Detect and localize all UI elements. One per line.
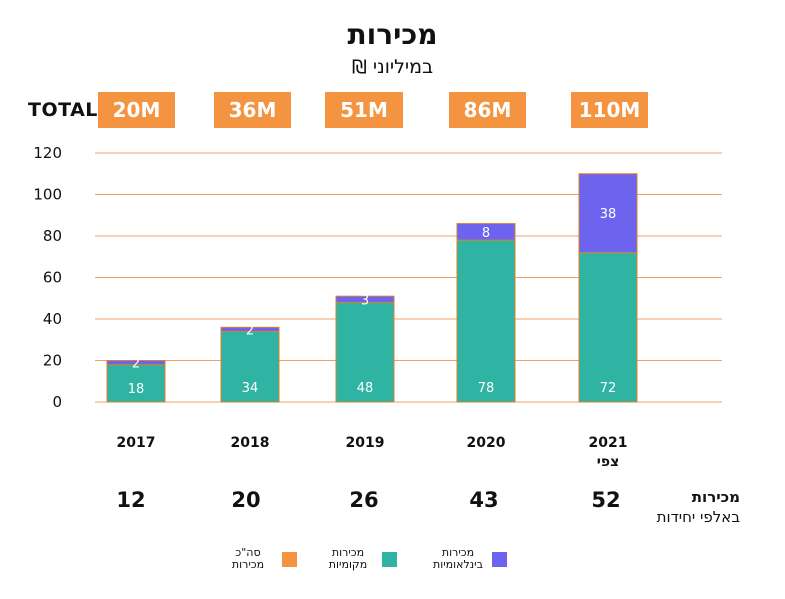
y-tick-label-20: 20 [43,352,62,370]
legend-label-international: מכירות בינלאומיות [433,546,483,571]
totals-label: TOTAL [28,99,98,121]
x-tick-label-2021: 2021 [589,435,628,451]
units-value-2020: 43 [469,488,499,512]
legend-swatch-local [382,551,397,567]
total-box-2019: 51M [325,92,403,128]
bar-2018-international [220,326,280,332]
data-label-2021-international: 38 [600,207,617,222]
x-tick-sublabel-2021: צפי [597,454,619,470]
x-tick-label-2020: 2020 [467,435,506,451]
total-box-2020: 86M [449,92,526,128]
data-label-2019-international: 3 [361,293,369,308]
y-tick-label-40: 40 [43,310,62,328]
legend-swatch-international [492,551,507,567]
total-box-2021: 110M [571,92,648,128]
legend-swatch-total [282,551,297,567]
units-value-2021: 52 [591,488,621,512]
units-value-2019: 26 [349,488,379,512]
legend-label-local: מכירות מקומיות [328,546,368,571]
legend-label-total: סה"כ מכירות [231,546,265,571]
bar-2021-international [578,173,638,254]
data-label-2017-local: 18 [128,382,145,397]
data-label-2017-international: 2 [132,357,140,372]
chart-title: מכירות [347,18,438,51]
units-subtitle: באלפי יחידות [656,508,740,526]
bar-2017-local [106,364,166,403]
x-tick-label-2017: 2017 [117,435,156,451]
y-tick-label-100: 100 [33,186,62,204]
chart-subtitle: במיליוני ₪ [351,56,434,78]
bar-2018-local [220,330,280,403]
y-tick-label-120: 120 [33,144,62,162]
data-label-2018-local: 34 [242,381,259,396]
x-tick-label-2018: 2018 [231,435,270,451]
bar-2019-international [335,295,395,303]
units-title: מכירות [691,488,740,506]
bar-2017-international [106,360,166,366]
total-box-2017: 20M [98,92,175,128]
y-tick-label-80: 80 [43,227,62,245]
bar-2019-local [335,301,395,403]
legend-item-total: סה"כ מכירות [218,547,297,571]
x-tick-label-2019: 2019 [346,435,385,451]
bar-2021-local [578,252,638,403]
data-label-2019-local: 48 [357,381,374,396]
units-value-2018: 20 [231,488,261,512]
bar-2020-international [456,223,516,241]
units-value-2017: 12 [116,488,146,512]
y-tick-label-0: 0 [52,393,62,411]
data-label-2021-local: 72 [600,381,617,396]
legend-item-local: מכירות מקומיות [318,547,397,571]
data-label-2020-local: 78 [478,381,495,396]
y-tick-label-60: 60 [43,269,62,287]
data-label-2018-international: 2 [246,323,254,338]
data-label-2020-international: 8 [482,226,490,241]
sales-chart: 0 20 40 60 80 100 120 18 2 2017 34 2 2018 48 3 2019 78 8 2… [33,144,722,470]
total-box-2018: 36M [214,92,291,128]
bar-2020-local [456,239,516,403]
legend-item-international: מכירות בינלאומיות [428,547,507,571]
